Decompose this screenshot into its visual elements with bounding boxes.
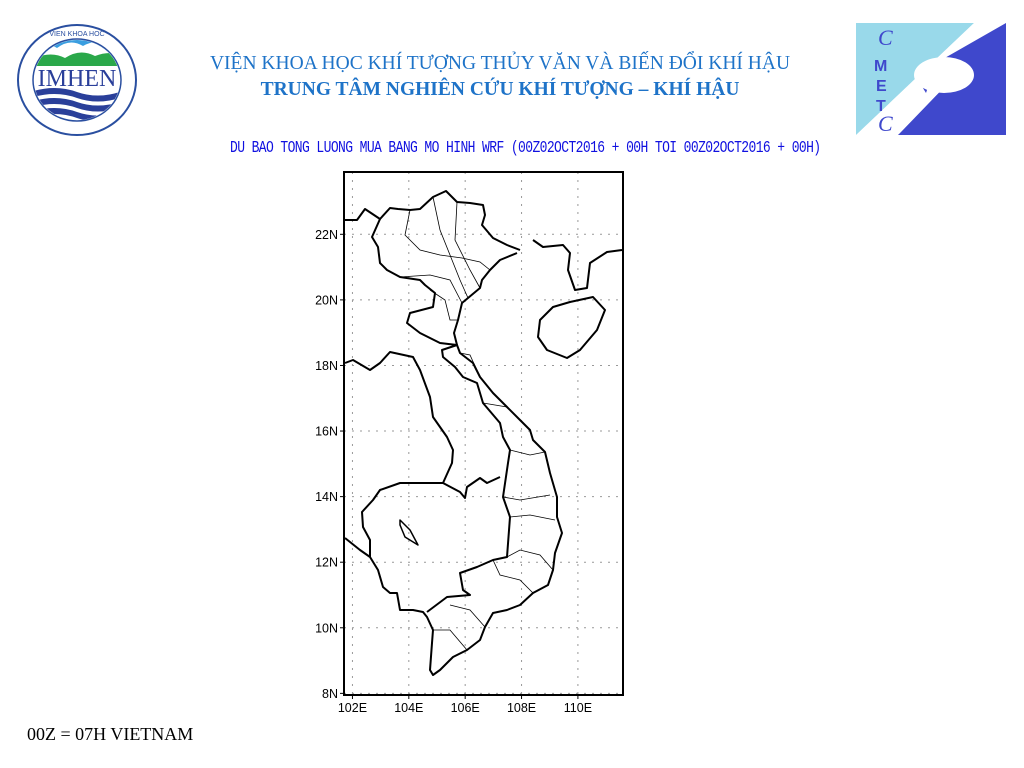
coastlines-and-borders bbox=[344, 190, 623, 676]
laos-thailand-border bbox=[344, 351, 454, 557]
lon-tick-label: 110E bbox=[564, 701, 592, 715]
lon-tick-label: 102E bbox=[338, 701, 367, 715]
lat-tick-label: 16N bbox=[315, 425, 338, 439]
cmetc-logo: C M E T C bbox=[856, 23, 1006, 135]
lat-tick-label: 12N bbox=[315, 556, 338, 570]
hainan-island bbox=[537, 296, 606, 359]
vietnam-coastline bbox=[344, 252, 563, 676]
lat-tick-label: 14N bbox=[315, 490, 338, 504]
lon-tick-label: 108E bbox=[507, 701, 536, 715]
lat-tick-label: 8N bbox=[322, 687, 338, 701]
svg-text:C: C bbox=[878, 111, 893, 135]
time-note: 00Z = 07H VIETNAM bbox=[27, 724, 194, 744]
laos-vietnam-border bbox=[371, 218, 511, 613]
lat-tick-label: 22N bbox=[315, 228, 338, 242]
map-title: DU BAO TONG LUONG MUA BANG MO HINH WRF (… bbox=[230, 138, 821, 157]
imhen-logo: IMHEN VIEN KHOA HOC bbox=[17, 24, 137, 136]
china-coastline bbox=[532, 239, 623, 291]
province-borders bbox=[399, 196, 556, 651]
institute-title: VIỆN KHOA HỌC KHÍ TƯỢNG THỦY VĂN VÀ BIẾN… bbox=[209, 53, 791, 74]
lat-tick-label: 18N bbox=[315, 359, 338, 373]
lon-tick-label: 104E bbox=[394, 701, 423, 715]
svg-text:C: C bbox=[878, 25, 893, 50]
svg-text:M: M bbox=[874, 58, 887, 75]
center-title: TRUNG TÂM NGHIÊN CỨU KHÍ TƯỢNG – KHÍ HẬU bbox=[260, 79, 740, 100]
lat-tick-label: 10N bbox=[315, 621, 338, 635]
svg-text:T: T bbox=[876, 98, 886, 115]
north-border bbox=[345, 190, 521, 251]
imhen-logo-text: IMHEN bbox=[38, 66, 117, 92]
lon-tick-label: 106E bbox=[451, 701, 480, 715]
cambodia-laos-border bbox=[442, 476, 501, 499]
svg-text:E: E bbox=[876, 78, 887, 95]
svg-text:VIEN KHOA HOC: VIEN KHOA HOC bbox=[49, 31, 104, 38]
tonle-sap-lake bbox=[399, 519, 419, 546]
grid-lines bbox=[344, 172, 623, 695]
lat-tick-label: 20N bbox=[315, 293, 338, 307]
map-frame bbox=[343, 171, 624, 696]
axis-ticks: 102E 104E 106E 108E 110E 22N 20N 18N 16N 14N 12N 10… bbox=[315, 228, 592, 715]
